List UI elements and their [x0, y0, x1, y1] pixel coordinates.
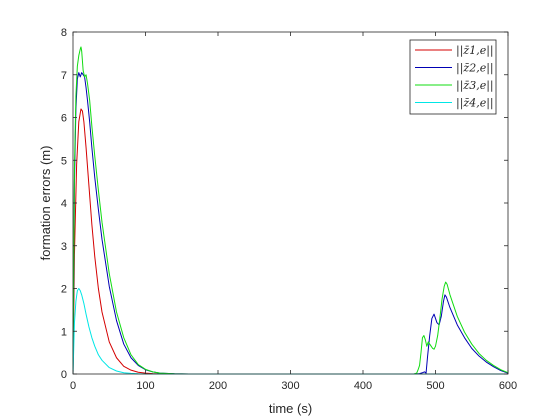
y-tick-label: 4: [61, 198, 67, 210]
y-tick-label: 0: [61, 369, 67, 381]
ticks: 0 100 200 300 400 500 600 0 1 2 3 4 5 6 7 8: [61, 27, 517, 392]
x-tick-label: 100: [136, 380, 154, 392]
x-tick-label: 200: [209, 380, 227, 392]
y-tick-label: 8: [61, 27, 67, 39]
legend-label-4: ||z̄4,e||: [456, 97, 494, 111]
x-tick-label: 500: [426, 380, 444, 392]
series-line-3: [72, 46, 509, 375]
legend-label-2: ||z̄2,e||: [456, 62, 494, 76]
y-tick-label: 1: [61, 326, 67, 338]
series-line-4: [72, 288, 508, 375]
x-tick-label: 0: [70, 380, 76, 392]
y-tick-label: 6: [61, 113, 67, 125]
x-axis-label: time (s): [269, 401, 312, 416]
y-tick-label: 2: [61, 284, 67, 296]
y-axis-label: formation errors (m): [38, 146, 53, 261]
legend-label-1: ||z̄1,e||: [456, 44, 494, 58]
y-tick-label: 7: [61, 70, 67, 82]
legend-label-3: ||z̄3,e||: [456, 79, 494, 93]
legend: ||z̄1,e|| ||z̄2,e|| ||z̄3,e|| ||z̄4,e||: [409, 39, 497, 115]
x-tick-label: 300: [281, 380, 299, 392]
y-tick-label: 3: [61, 241, 67, 253]
legend-box: [409, 39, 497, 115]
y-tick-label: 5: [61, 155, 67, 167]
x-tick-label: 600: [499, 380, 517, 392]
x-tick-label: 400: [354, 380, 372, 392]
